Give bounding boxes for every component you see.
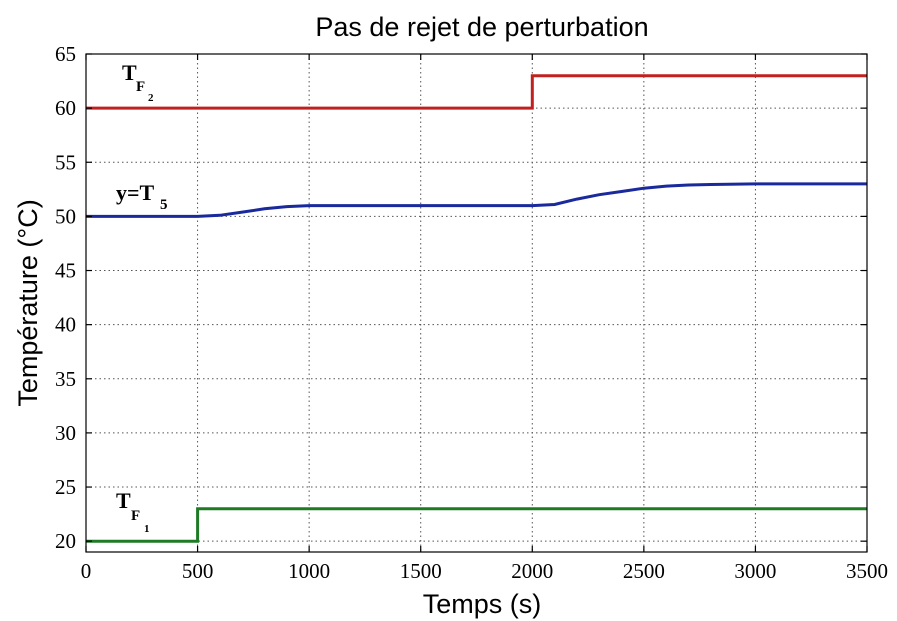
y-tick-label: 20	[55, 529, 76, 553]
plot-frame	[85, 53, 868, 553]
y-tick-label: 35	[55, 367, 76, 391]
series-label-sub-t5: 5	[160, 197, 168, 213]
axis-ticks: 0 500 1000 1500 2000 2500 3000 3500202530354045…	[55, 42, 888, 583]
series-line-tf1	[86, 507, 867, 543]
x-axis-label: Temps (s)	[423, 589, 542, 619]
y-tick-label: 30	[55, 421, 76, 445]
series-lines	[86, 74, 867, 543]
y-tick-label: 65	[55, 42, 76, 66]
x-tick-label: 3000	[734, 559, 776, 583]
y-tick-label: 45	[55, 259, 76, 283]
x-tick-label: 1000	[288, 559, 330, 583]
series-label-tf1: T	[116, 488, 131, 513]
x-tick-label: 2500	[623, 559, 665, 583]
series-label-sub-tf2: F	[136, 79, 145, 95]
x-tick-label: 2000	[511, 559, 553, 583]
series-label-sub-tf1: F	[131, 508, 140, 524]
chart-title: Pas de rejet de perturbation	[315, 12, 648, 42]
y-tick-label: 40	[55, 313, 76, 337]
series-label-t5: y=T	[116, 180, 155, 205]
series-label-subsub-tf1: 1	[144, 523, 150, 535]
y-tick-label: 25	[55, 475, 76, 499]
y-tick-label: 50	[55, 204, 76, 228]
series-line-tf2	[86, 74, 867, 110]
x-tick-label: 1500	[400, 559, 442, 583]
y-tick-label: 60	[55, 96, 76, 120]
x-tick-label: 0	[81, 559, 92, 583]
x-tick-label: 500	[182, 559, 214, 583]
series-line-t5	[86, 182, 867, 218]
series-label-tf2: T	[122, 60, 137, 85]
grid	[86, 54, 867, 552]
y-tick-label: 55	[55, 150, 76, 174]
x-tick-label: 3500	[846, 559, 888, 583]
y-axis-label: Température (°C)	[13, 199, 43, 406]
series-label-subsub-tf2: 2	[148, 92, 154, 104]
